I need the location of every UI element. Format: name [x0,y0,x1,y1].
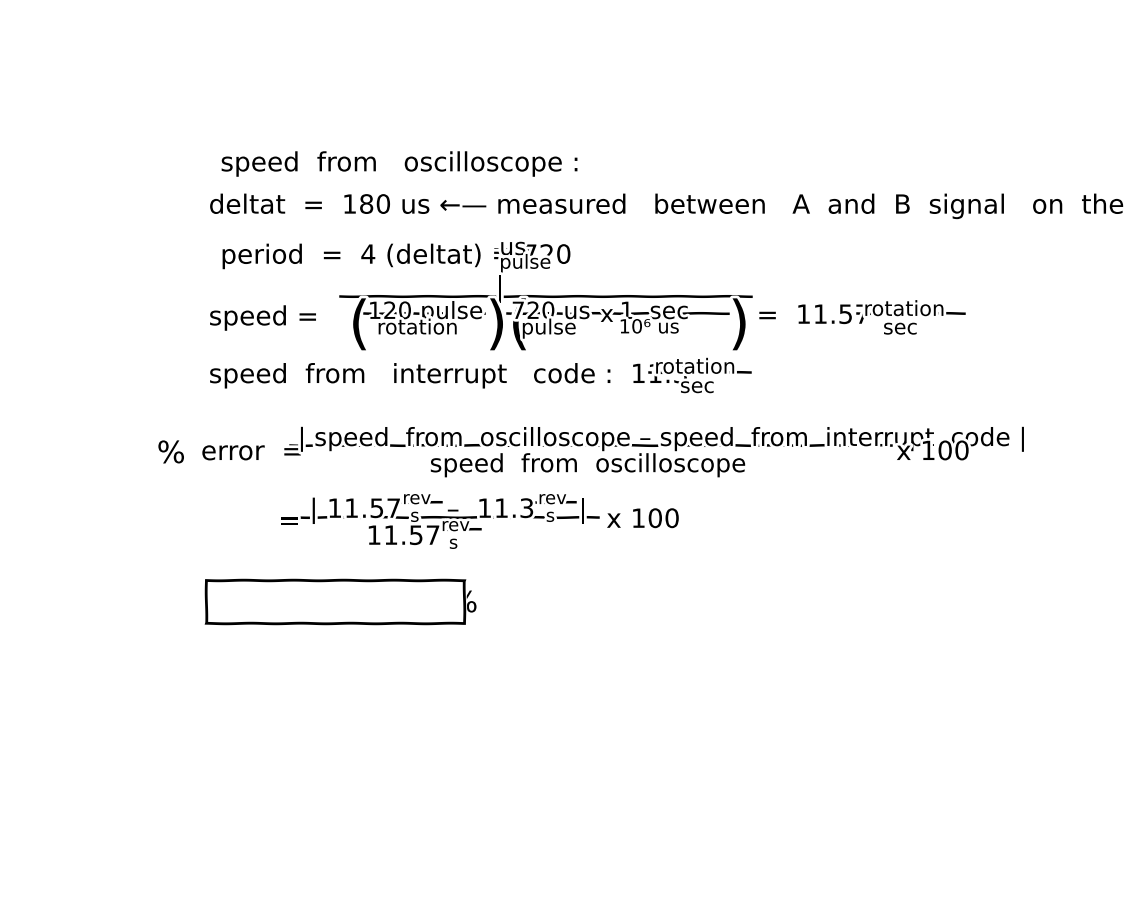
Text: sec: sec [679,377,715,397]
Bar [207,580,465,623]
Text: speed  from  oscilloscope: speed from oscilloscope [429,453,747,477]
Text: 120 pulse: 120 pulse [368,300,483,324]
Text: s: s [449,535,458,553]
Text: us: us [499,236,526,260]
Text: speed  from   oscilloscope :: speed from oscilloscope : [220,152,581,177]
Text: 11.57: 11.57 [365,525,442,551]
Text: %: % [156,440,185,469]
Text: pulse: pulse [521,319,577,339]
Text: x 100: x 100 [896,440,971,466]
Text: )(: )( [485,298,531,355]
Text: speed =: speed = [209,305,319,331]
Text: x 100: x 100 [606,508,681,534]
Text: error  =: error = [201,440,304,466]
Text: rev: rev [402,490,432,508]
Text: 10⁶ us: 10⁶ us [619,319,679,338]
Text: x: x [600,303,614,327]
Text: speed  from   interrupt   code :  11.3: speed from interrupt code : 11.3 [209,363,690,389]
Text: pulse: pulse [499,253,552,272]
Text: rev: rev [538,490,566,508]
Text: 1  sec: 1 sec [619,300,689,324]
Text: |: | [496,274,505,303]
Text: rotation: rotation [863,300,946,320]
Text: rev: rev [441,517,471,535]
Text: =  11.57: = 11.57 [756,304,871,330]
Text: rotation: rotation [654,358,735,378]
Text: period  =  4 (deltat) = 720: period = 4 (deltat) = 720 [220,243,572,270]
Text: (: ( [348,298,371,355]
Text: | 11.57: | 11.57 [309,498,402,525]
Text: s: s [410,508,419,526]
Text: s: s [546,508,555,526]
Text: =: = [279,509,300,536]
Text: |: | [578,498,587,525]
Text: rotation: rotation [377,319,458,339]
Text: ): ) [727,298,750,355]
Text: | speed  from  oscilloscope – speed  from  interrupt  code |: | speed from oscilloscope – speed from i… [298,427,1029,452]
Text: –  11.3: – 11.3 [447,498,536,524]
Text: sec: sec [883,319,918,339]
Text: 720 us: 720 us [510,300,590,324]
Text: %  error  = 2.33%: % error = 2.33% [216,590,478,618]
Text: deltat  =  180 us ←— measured   between   A  and  B  signal   on  the   oscillos: deltat = 180 us ←— measured between A an… [209,193,1142,220]
